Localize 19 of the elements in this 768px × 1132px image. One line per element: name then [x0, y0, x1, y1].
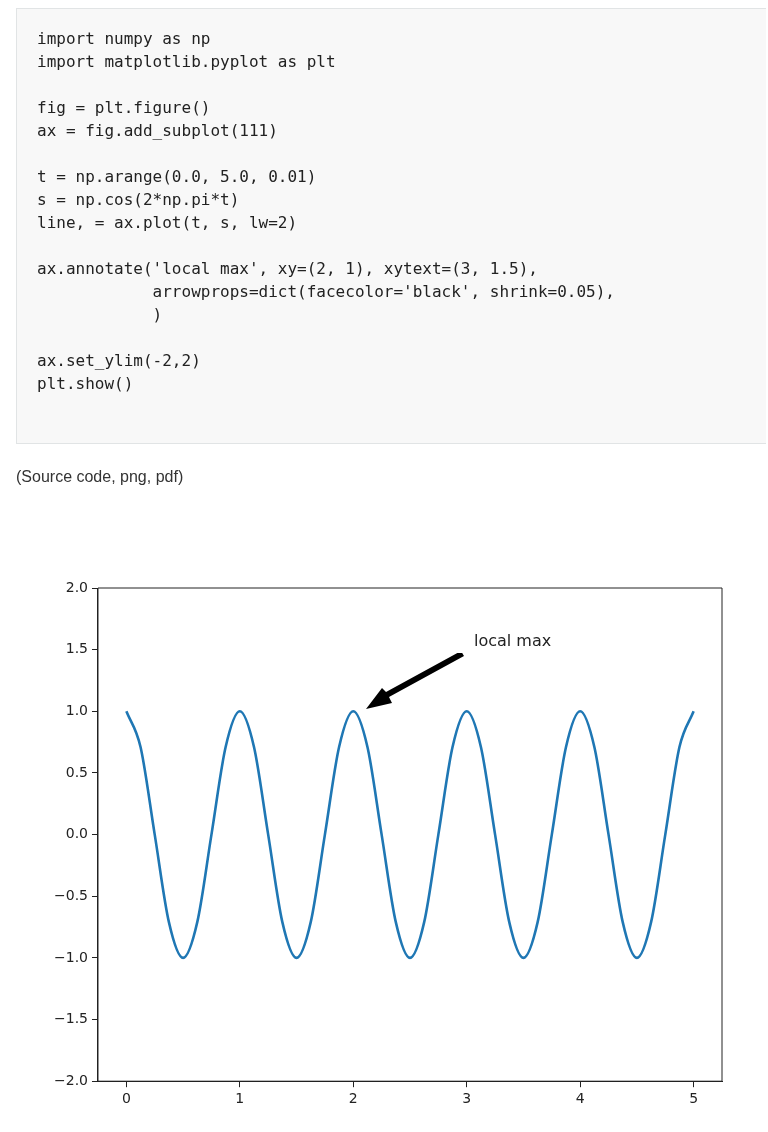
text: import numpy as np import matplotlib.pyplot as plt fig = plt.figure() ax = fig.add_subplot(111) t = np.arange(0.0, 5.0, 0.01) s = np.cos(2*np.pi*t) line, = ax.plot(t, s, lw=2) ax.annotate('local max', xy=(2, 1), xytext=(3, 1.5), arrowprops=dict(facecolor='black', shrink=0.05), ) ax.set_ylim(-2,2) plt.show() [37, 29, 615, 393]
x-tick-label: 3 [462, 1090, 472, 1107]
annotation: local max [474, 631, 552, 650]
y-tick-label: −2.0 [54, 1071, 88, 1088]
y-tick-label: −0.5 [54, 886, 88, 903]
y-tick-label: 1.0 [65, 701, 88, 718]
y-tick-label: 0.0 [65, 825, 88, 842]
y-tick-label: 0.5 [65, 763, 88, 780]
x-tick-label: 2 [348, 1090, 358, 1107]
y-tick-label: 2.0 [65, 578, 88, 595]
x-tick-label: 4 [575, 1090, 585, 1107]
y-tick-label: −1.0 [54, 948, 88, 965]
y-tick-label: 1.5 [65, 640, 88, 657]
x-tick-label: 5 [689, 1090, 699, 1107]
text: (Source code, png, pdf) [16, 468, 184, 486]
x-tick-label: 1 [235, 1090, 245, 1107]
line-series [125, 710, 695, 960]
x-tick-label: 0 [121, 1090, 131, 1107]
y-tick-label: −1.5 [54, 1010, 88, 1027]
